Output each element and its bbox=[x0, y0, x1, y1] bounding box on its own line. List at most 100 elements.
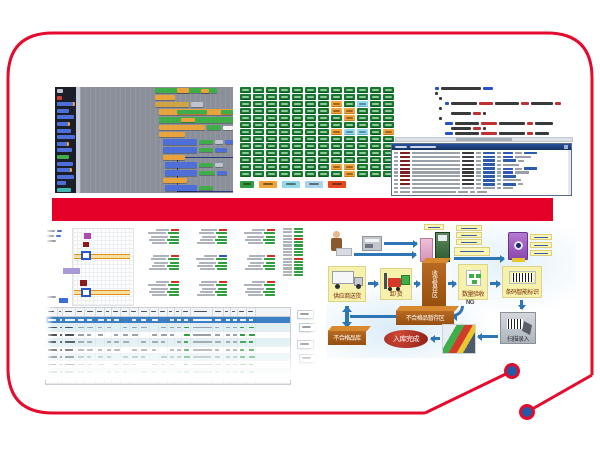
status-cell bbox=[279, 94, 290, 100]
status-cell bbox=[266, 143, 277, 149]
status-cell bbox=[305, 122, 316, 128]
flow-arrow bbox=[448, 282, 456, 285]
truck-icon bbox=[332, 271, 363, 289]
table-row bbox=[46, 346, 290, 354]
status-cell bbox=[305, 171, 316, 177]
log-line bbox=[394, 155, 569, 159]
code-block bbox=[165, 162, 197, 168]
status-cell bbox=[331, 122, 342, 128]
telemetry-panel bbox=[229, 254, 275, 279]
palette-block bbox=[57, 187, 71, 192]
table-row bbox=[46, 361, 290, 369]
table-header-cell bbox=[85, 308, 96, 316]
status-cell bbox=[383, 101, 394, 107]
status-cell bbox=[305, 157, 316, 163]
status-cell bbox=[344, 87, 355, 93]
code-block bbox=[225, 140, 233, 144]
status-cell bbox=[292, 115, 303, 121]
forklift-photo bbox=[442, 324, 476, 354]
status-cell bbox=[253, 115, 264, 121]
status-cell bbox=[292, 122, 303, 128]
status-cell bbox=[253, 108, 264, 114]
process-tag bbox=[530, 250, 552, 256]
palette-divider bbox=[76, 87, 81, 193]
status-cell bbox=[357, 87, 368, 93]
code-block bbox=[165, 185, 197, 191]
status-cell bbox=[240, 101, 251, 107]
ng-label: NG bbox=[466, 300, 475, 306]
status-cell bbox=[292, 171, 303, 177]
status-cell bbox=[266, 122, 277, 128]
status-cell bbox=[357, 143, 368, 149]
red-divider-bar bbox=[52, 198, 553, 221]
code-block bbox=[181, 118, 195, 122]
table-header-cell bbox=[46, 308, 58, 316]
status-cell bbox=[357, 108, 368, 114]
status-cell bbox=[318, 94, 329, 100]
flow-arrow bbox=[368, 282, 378, 285]
log-line bbox=[394, 159, 569, 163]
status-cell bbox=[279, 129, 290, 135]
table-row bbox=[46, 324, 290, 332]
status-cell bbox=[383, 171, 394, 177]
titlebar-text bbox=[410, 146, 436, 148]
forklift-icon bbox=[384, 273, 410, 291]
legend-chip bbox=[282, 181, 300, 188]
log-line bbox=[394, 167, 569, 170]
status-cell bbox=[383, 87, 394, 93]
operator-clipart bbox=[330, 230, 352, 260]
code-block bbox=[163, 155, 185, 160]
status-cell bbox=[279, 115, 290, 121]
code-line bbox=[393, 96, 573, 101]
box-label: 不合格品库 bbox=[333, 336, 361, 342]
status-cell bbox=[331, 136, 342, 142]
palette-block bbox=[57, 168, 70, 173]
telemetry-panel bbox=[133, 228, 179, 253]
code-block bbox=[159, 125, 205, 130]
status-cell bbox=[279, 143, 290, 149]
status-cell bbox=[383, 136, 394, 142]
mini-label bbox=[47, 240, 56, 242]
code-block bbox=[199, 186, 213, 190]
status-cell bbox=[318, 136, 329, 142]
code-block bbox=[201, 89, 209, 93]
table-header-cell bbox=[231, 308, 238, 316]
code-block bbox=[165, 170, 197, 176]
status-cell bbox=[318, 87, 329, 93]
mini-label bbox=[47, 230, 62, 232]
status-cell bbox=[305, 143, 316, 149]
status-cell bbox=[383, 143, 394, 149]
status-cell bbox=[292, 136, 303, 142]
status-cell bbox=[279, 87, 290, 93]
tile-label: 卸 货 bbox=[389, 292, 403, 298]
status-cell bbox=[318, 157, 329, 163]
palette-block bbox=[57, 141, 67, 146]
code-editor-screenshot bbox=[391, 86, 573, 200]
table-header-cell bbox=[121, 308, 130, 316]
status-cell bbox=[370, 122, 381, 128]
status-cell bbox=[266, 94, 277, 100]
side-button bbox=[299, 354, 316, 363]
status-cell bbox=[305, 87, 316, 93]
status-cell bbox=[266, 115, 277, 121]
status-cell bbox=[370, 164, 381, 170]
status-cell bbox=[292, 143, 303, 149]
code-block bbox=[177, 110, 207, 114]
table-row bbox=[46, 376, 290, 384]
status-cell bbox=[266, 157, 277, 163]
status-cell bbox=[370, 171, 381, 177]
shuttle-icon bbox=[81, 251, 91, 260]
status-cell bbox=[240, 157, 251, 163]
telemetry-panel bbox=[133, 280, 179, 305]
code-block bbox=[177, 88, 189, 93]
status-cell bbox=[370, 157, 381, 163]
code-line bbox=[393, 131, 573, 136]
status-cell bbox=[331, 87, 342, 93]
image-label: 扫描录入 bbox=[506, 337, 530, 343]
table-header-cell bbox=[175, 308, 182, 316]
barcode-icon bbox=[509, 271, 536, 284]
status-cell bbox=[331, 115, 342, 121]
flow-arrow bbox=[454, 257, 504, 260]
process-tag bbox=[456, 232, 482, 238]
flow-arrow bbox=[520, 300, 523, 309]
